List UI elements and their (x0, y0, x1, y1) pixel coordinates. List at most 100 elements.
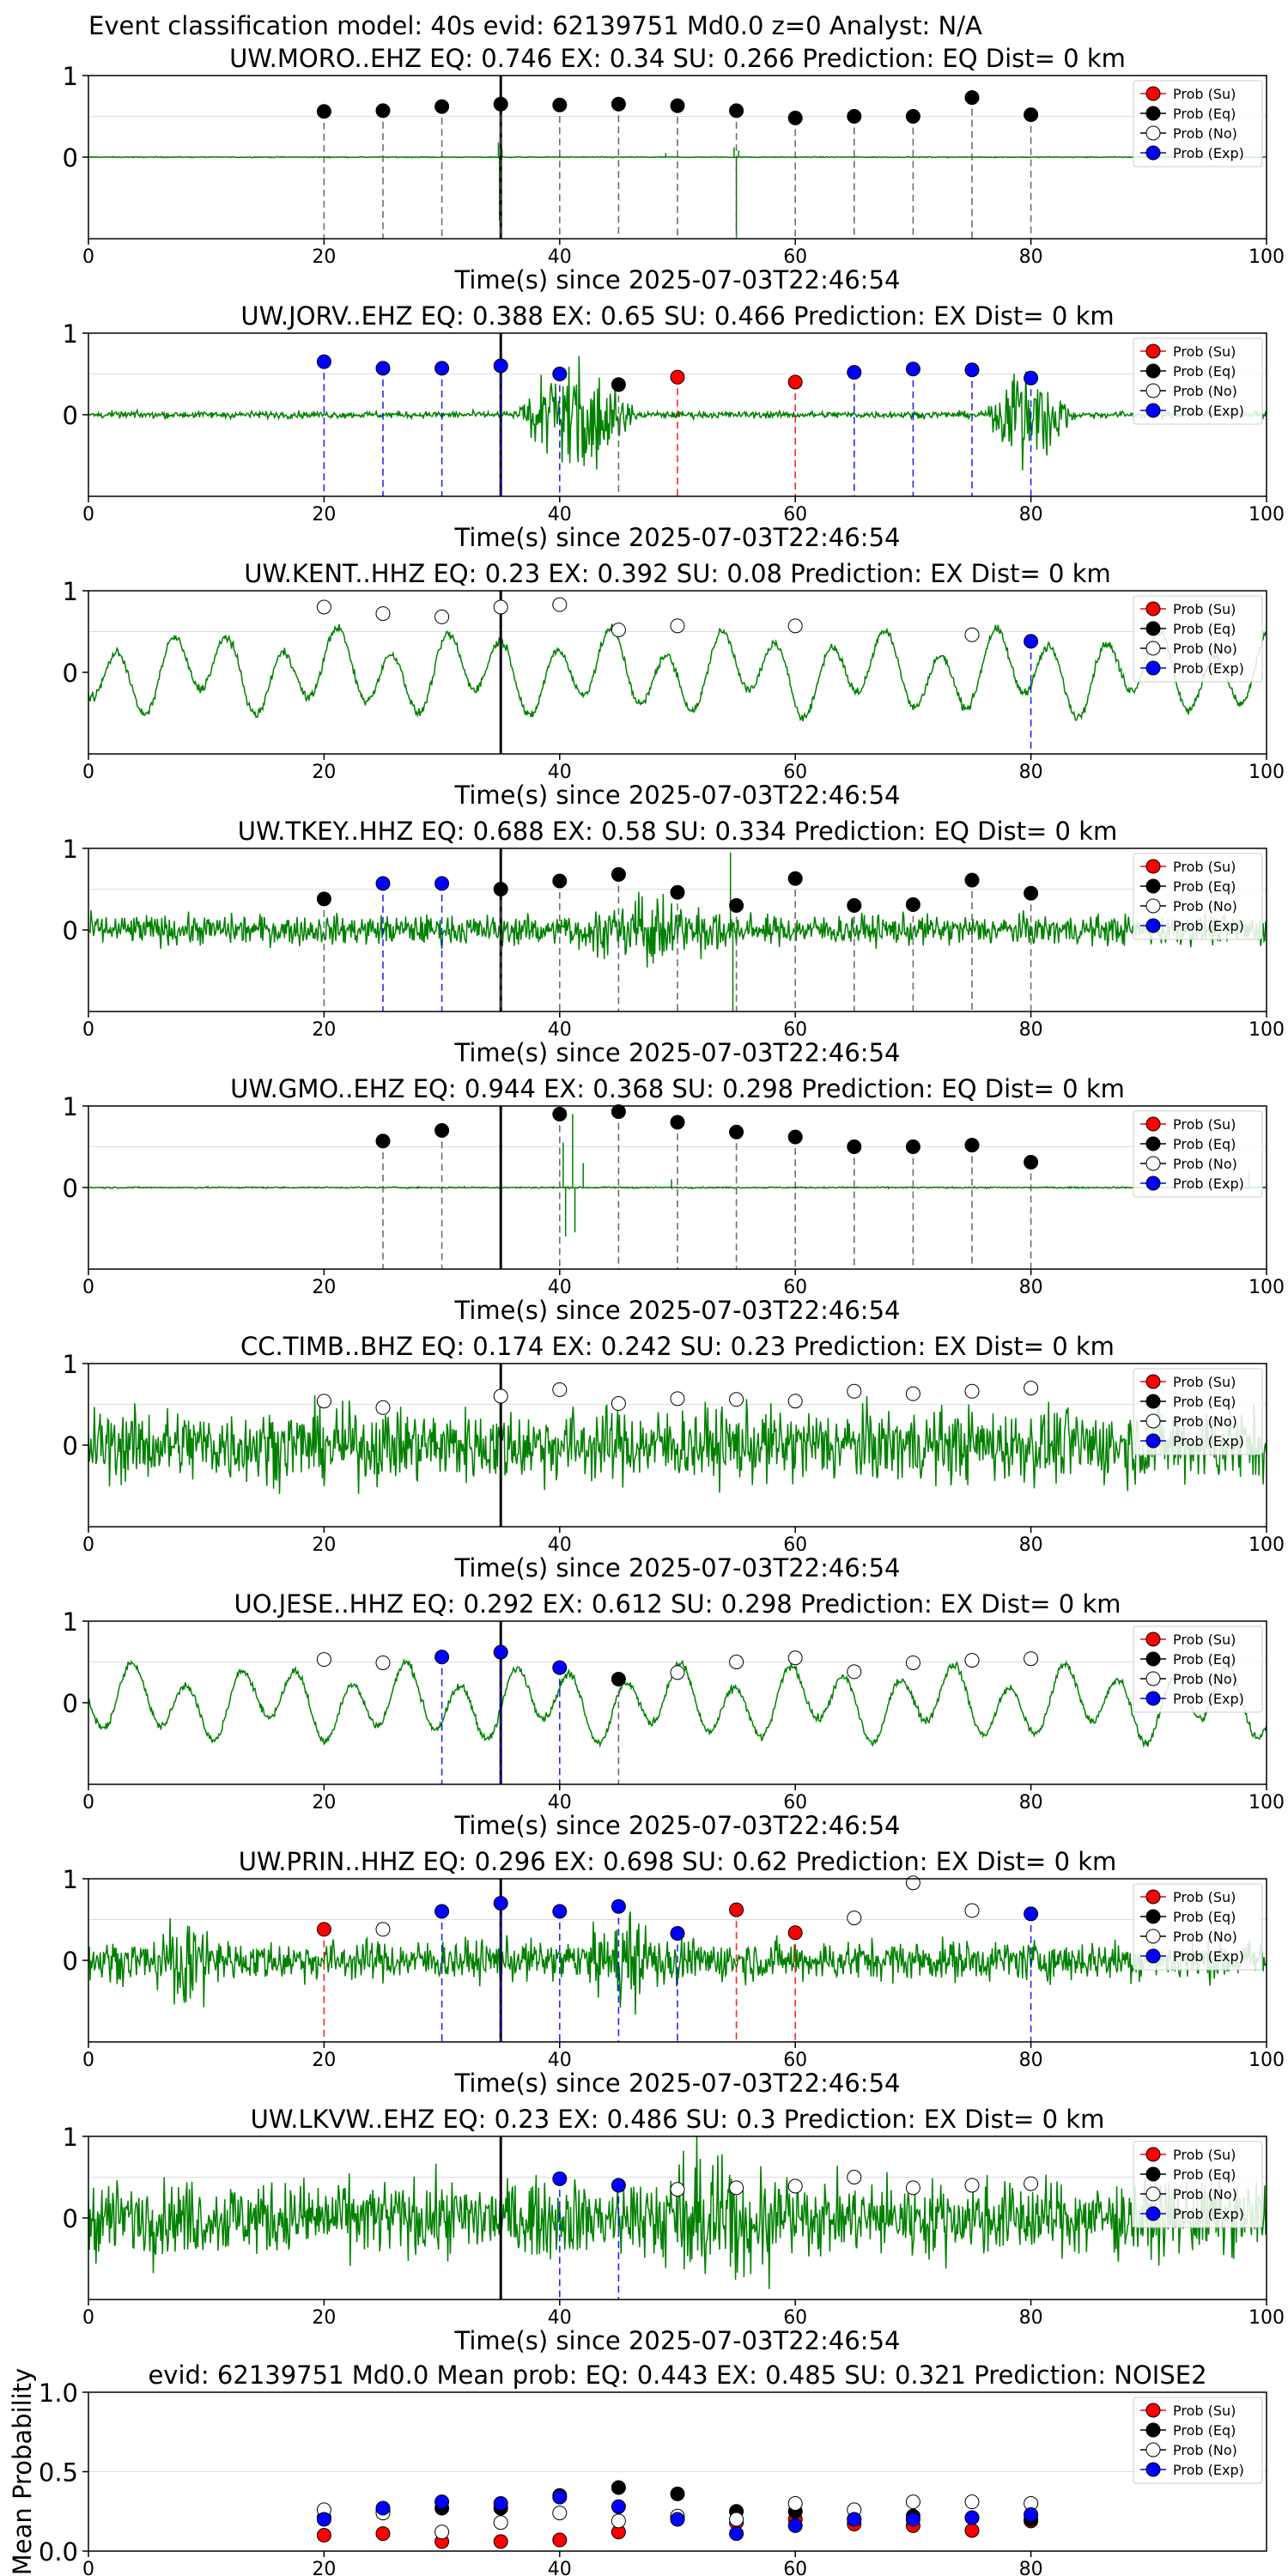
prob-point-eq (316, 891, 331, 907)
mean-prob-point-no (905, 2494, 920, 2510)
mean-prob-point-eq (611, 2480, 626, 2495)
panel-title: UW.GMO..EHZ EQ: 0.944 EX: 0.368 SU: 0.29… (230, 1074, 1125, 1103)
mean-prob-point-no (552, 2506, 568, 2521)
prob-point-no (493, 599, 508, 615)
legend-label: Prob (Exp) (1173, 1433, 1244, 1449)
x-axis-label: Time(s) since 2025-07-03T22:46:54 (454, 1811, 901, 1840)
x-tick-label: 20 (312, 1019, 336, 1041)
legend-marker-no (1145, 125, 1161, 141)
legend-marker-su (1145, 1889, 1161, 1905)
prob-point-eq (729, 1124, 744, 1139)
prob-point-su (729, 1902, 744, 1917)
chart-panel-10: evid: 62139751 Md0.0 Mean prob: EQ: 0.44… (8, 2360, 1267, 2576)
chart-panel-8: UW.PRIN..HHZ EQ: 0.296 EX: 0.698 SU: 0.6… (63, 1847, 1285, 2098)
legend-marker-no (1145, 641, 1161, 656)
prob-point-exp (552, 2171, 568, 2186)
prob-point-exp (1024, 370, 1039, 386)
legend-label: Prob (Exp) (1173, 918, 1244, 934)
legend-label: Prob (Exp) (1173, 403, 1244, 419)
axes-frame (88, 1620, 1267, 1785)
prob-point-exp (905, 361, 920, 377)
prob-point-eq (964, 872, 980, 888)
mean-prob-point-su (964, 2523, 980, 2538)
x-tick-label: 100 (1249, 1534, 1285, 1556)
x-tick-label: 40 (548, 1534, 572, 1556)
prob-point-eq (787, 871, 803, 886)
x-tick-label: 40 (548, 1792, 572, 1814)
y-tick-label: 1 (63, 577, 78, 606)
legend-marker-exp (1145, 1433, 1161, 1449)
prob-point-exp (1024, 634, 1039, 649)
prob-point-eq (847, 109, 862, 124)
x-tick-label: 100 (1249, 1792, 1285, 1814)
legend-box (1133, 1625, 1263, 1713)
legend-label: Prob (Su) (1173, 343, 1236, 360)
prob-point-no (670, 1391, 685, 1406)
chart-panel-2: UW.JORV..EHZ EQ: 0.388 EX: 0.65 SU: 0.46… (63, 301, 1285, 552)
prob-point-no (611, 623, 626, 638)
mean-prob-point-exp (729, 2526, 744, 2542)
legend-marker-exp (1145, 660, 1161, 676)
x-tick-label: 20 (312, 1534, 336, 1556)
legend-marker-eq (1145, 1136, 1161, 1151)
legend-label: Prob (No) (1173, 1156, 1237, 1172)
x-axis-label: Time(s) since 2025-07-03T22:46:54 (454, 781, 901, 810)
panel-title: UW.MORO..EHZ EQ: 0.746 EX: 0.34 SU: 0.26… (229, 44, 1126, 73)
chart-panel-3: UW.KENT..HHZ EQ: 0.23 EX: 0.392 SU: 0.08… (63, 559, 1285, 810)
prob-point-no (375, 1655, 391, 1670)
y-tick-label: 0 (63, 1174, 78, 1203)
legend-label: Prob (No) (1173, 2442, 1237, 2458)
mean-prob-point-no (964, 2494, 980, 2510)
prob-point-eq (964, 1138, 980, 1153)
prob-point-no (552, 1382, 568, 1397)
panels-container: UW.MORO..EHZ EQ: 0.746 EX: 0.34 SU: 0.26… (8, 44, 1285, 2576)
legend-marker-exp (1145, 918, 1161, 933)
mean-prob-point-no (434, 2524, 450, 2540)
x-tick-label: 80 (1019, 504, 1043, 526)
legend-box (1133, 1883, 1263, 1971)
x-tick-label: 40 (548, 2050, 572, 2071)
legend-label: Prob (Eq) (1173, 363, 1236, 380)
x-tick-label: 0 (82, 2559, 94, 2576)
prob-point-no (905, 1655, 920, 1670)
legend-label: Prob (Eq) (1173, 1909, 1236, 1925)
legend-marker-eq (1145, 1909, 1161, 1924)
legend-label: Prob (Eq) (1173, 621, 1236, 637)
x-tick-label: 100 (1249, 2307, 1285, 2329)
legend-label: Prob (No) (1173, 2186, 1237, 2202)
legend-label: Prob (Eq) (1173, 106, 1236, 122)
mean-prob-point-su (375, 2526, 391, 2542)
prob-point-eq (611, 377, 626, 392)
x-tick-label: 100 (1249, 1277, 1285, 1298)
chart-panel-7: UO.JESE..HHZ EQ: 0.292 EX: 0.612 SU: 0.2… (63, 1589, 1285, 1840)
x-tick-label: 0 (82, 504, 94, 526)
legend-label: Prob (Su) (1173, 2147, 1236, 2163)
legend-label: Prob (Eq) (1173, 878, 1236, 895)
x-tick-label: 0 (82, 2050, 94, 2071)
mean-prob-point-exp (434, 2494, 450, 2510)
prob-point-no (493, 1388, 508, 1404)
legend-marker-no (1145, 898, 1161, 914)
legend-marker-exp (1145, 145, 1161, 161)
legend-marker-eq (1145, 363, 1161, 379)
prob-point-no (375, 606, 391, 622)
legend-label: Prob (Su) (1173, 859, 1236, 875)
prob-point-no (787, 618, 803, 634)
legend-label: Prob (Eq) (1173, 2166, 1236, 2183)
y-tick-label: 0 (63, 401, 78, 430)
x-tick-label: 100 (1249, 1019, 1285, 1041)
x-tick-label: 20 (312, 762, 336, 783)
y-tick-label: 0 (63, 2204, 78, 2233)
legend-label: Prob (Exp) (1173, 1691, 1244, 1707)
y-tick-label: 1 (63, 835, 78, 864)
mean-prob-point-exp (611, 2499, 626, 2514)
prob-point-eq (611, 1671, 626, 1686)
chart-panel-5: UW.GMO..EHZ EQ: 0.944 EX: 0.368 SU: 0.29… (63, 1074, 1285, 1325)
legend-marker-eq (1145, 2422, 1161, 2438)
prob-point-exp (375, 361, 391, 376)
x-tick-label: 0 (82, 762, 94, 783)
prob-point-exp (316, 354, 331, 369)
prob-point-su (787, 374, 803, 390)
prob-point-no (729, 1392, 744, 1407)
legend-box (1133, 2141, 1263, 2228)
